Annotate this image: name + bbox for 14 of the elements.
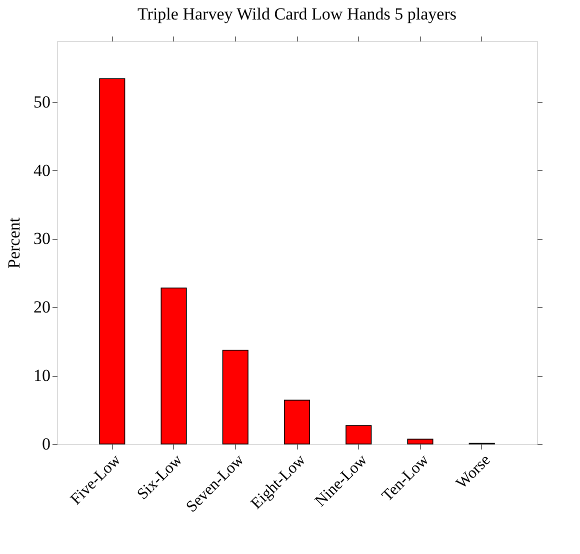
y-tick-label: 0 [42, 434, 50, 454]
bar [407, 438, 434, 444]
bar [99, 78, 126, 444]
bar [284, 400, 310, 444]
y-tick-label: 50 [34, 92, 50, 112]
bar [222, 350, 248, 444]
chart-title: Triple Harvey Wild Card Low Hands 5 players [138, 4, 456, 24]
y-tick-label: 40 [34, 160, 50, 180]
bar [160, 288, 187, 444]
y-axis-title: Percent [4, 217, 24, 268]
y-tick-label: 20 [34, 298, 50, 317]
bar [346, 425, 372, 444]
y-tick-label: 30 [34, 229, 50, 248]
y-tick-label: 10 [34, 366, 50, 386]
